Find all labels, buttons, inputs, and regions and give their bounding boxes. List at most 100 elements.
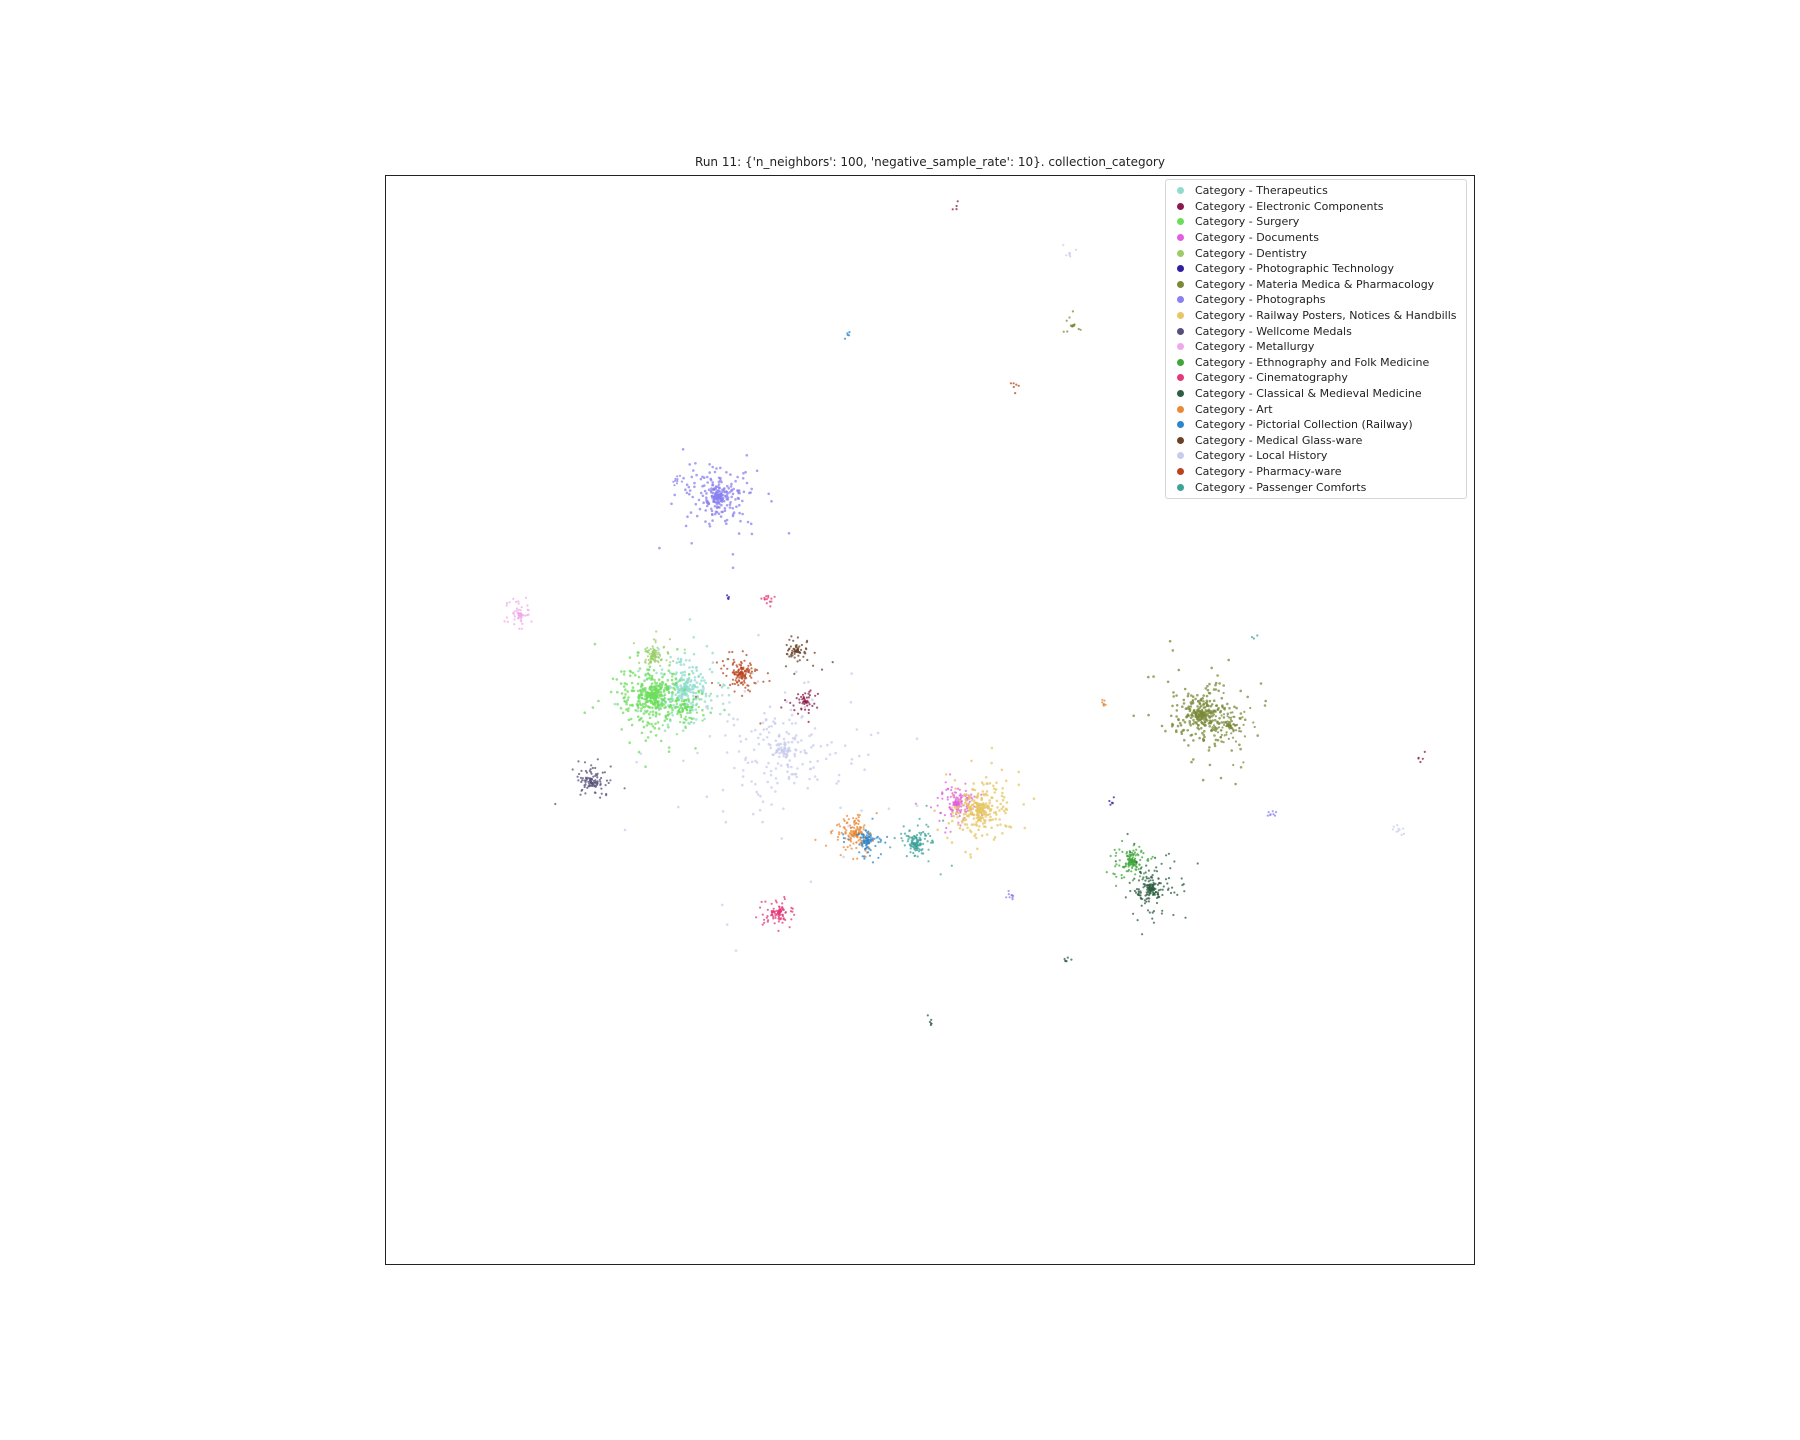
- data-point: [784, 699, 787, 702]
- data-point: [779, 742, 783, 746]
- data-point: [719, 684, 722, 687]
- data-point: [963, 809, 967, 812]
- data-point: [1209, 704, 1213, 708]
- data-point: [1011, 896, 1014, 899]
- data-point: [1175, 704, 1179, 707]
- data-point: [729, 473, 732, 476]
- data-point: [656, 646, 659, 649]
- data-point: [908, 836, 912, 839]
- data-point: [867, 832, 870, 835]
- data-point: [876, 835, 879, 839]
- data-point: [1421, 757, 1424, 760]
- data-point: [505, 602, 509, 605]
- series-category-metallurgy: [503, 596, 533, 630]
- data-point: [1068, 252, 1071, 255]
- data-point: [795, 775, 798, 779]
- legend-label: Category - Pictorial Collection (Railway…: [1195, 418, 1413, 432]
- data-point: [723, 507, 727, 510]
- data-point: [686, 694, 690, 698]
- data-point: [805, 648, 808, 651]
- data-point: [1118, 859, 1121, 862]
- data-point: [926, 840, 929, 843]
- data-point: [671, 675, 674, 678]
- data-point: [977, 803, 980, 807]
- data-point: [1135, 861, 1138, 864]
- data-point: [755, 916, 758, 919]
- data-point: [980, 797, 984, 801]
- data-point: [1135, 888, 1139, 891]
- data-point: [638, 667, 642, 670]
- data-point: [636, 689, 640, 693]
- data-point: [609, 779, 612, 782]
- data-point: [1213, 709, 1217, 713]
- data-point: [585, 777, 588, 780]
- data-point: [626, 690, 629, 693]
- legend-label: Category - Photographs: [1195, 293, 1326, 307]
- data-point: [705, 504, 709, 508]
- cluster: [933, 746, 1036, 859]
- data-point: [1120, 874, 1123, 877]
- data-point: [728, 651, 731, 654]
- data-point: [782, 917, 785, 920]
- data-point: [1167, 887, 1170, 890]
- data-point: [796, 636, 799, 639]
- data-point: [1023, 826, 1027, 830]
- data-point: [873, 837, 876, 840]
- data-point: [524, 596, 528, 599]
- data-point: [918, 817, 921, 821]
- cluster: [780, 689, 819, 724]
- data-point: [808, 694, 811, 697]
- data-point: [909, 847, 912, 850]
- data-point: [670, 711, 673, 714]
- data-point: [693, 679, 697, 682]
- data-point: [754, 759, 757, 763]
- data-point: [705, 496, 708, 500]
- data-point: [694, 691, 698, 695]
- series-category-classical-medieval-medicine: [926, 832, 1199, 1027]
- data-point: [794, 644, 797, 647]
- data-point: [712, 487, 716, 490]
- data-point: [746, 520, 750, 524]
- data-point: [731, 682, 734, 685]
- data-point: [675, 482, 679, 485]
- data-point: [1109, 803, 1112, 806]
- data-point: [1112, 796, 1115, 799]
- data-point: [954, 801, 958, 804]
- data-point: [590, 782, 593, 785]
- data-point: [779, 764, 783, 767]
- data-point: [690, 669, 694, 673]
- data-point: [513, 615, 516, 618]
- data-point: [1175, 694, 1178, 697]
- data-point: [691, 665, 694, 669]
- data-point: [781, 921, 784, 924]
- data-point: [869, 833, 872, 836]
- data-point: [936, 804, 939, 807]
- data-point: [647, 649, 651, 652]
- data-point: [1147, 869, 1150, 872]
- data-point: [1151, 879, 1154, 882]
- data-point: [708, 471, 711, 474]
- data-point: [842, 837, 845, 840]
- data-point: [593, 791, 596, 794]
- data-point: [961, 828, 965, 831]
- data-point: [751, 672, 754, 675]
- data-point: [805, 701, 808, 704]
- data-point: [1139, 858, 1142, 862]
- data-point: [726, 492, 729, 495]
- data-point: [808, 703, 811, 706]
- data-point: [981, 816, 985, 820]
- data-point: [657, 727, 661, 730]
- data-point: [1272, 813, 1275, 816]
- data-point: [1155, 896, 1159, 900]
- data-point: [800, 708, 803, 711]
- data-point: [1181, 705, 1184, 708]
- data-point: [985, 790, 989, 793]
- data-point: [953, 791, 957, 794]
- data-point: [972, 813, 976, 817]
- data-point: [1124, 896, 1127, 899]
- data-point: [948, 806, 951, 809]
- data-point: [694, 708, 698, 711]
- data-point: [855, 728, 859, 731]
- data-point: [1139, 896, 1142, 899]
- data-point: [695, 718, 698, 721]
